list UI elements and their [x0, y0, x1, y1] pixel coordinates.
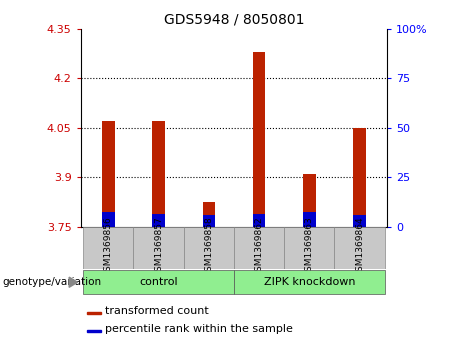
Bar — [183, 227, 234, 269]
Text: GSM1369864: GSM1369864 — [355, 217, 364, 277]
Text: percentile rank within the sample: percentile rank within the sample — [105, 324, 293, 334]
Bar — [83, 227, 133, 269]
Bar — [202, 202, 215, 227]
Title: GDS5948 / 8050801: GDS5948 / 8050801 — [164, 12, 304, 26]
Bar — [353, 128, 366, 227]
Bar — [253, 52, 266, 227]
Bar — [83, 270, 234, 294]
Text: genotype/variation: genotype/variation — [2, 277, 101, 287]
Text: GSM1369863: GSM1369863 — [305, 217, 314, 277]
Bar — [303, 174, 316, 227]
Bar — [152, 214, 165, 227]
Bar — [87, 330, 100, 333]
Bar — [234, 270, 385, 294]
Bar — [284, 227, 335, 269]
Text: control: control — [139, 277, 178, 287]
Bar — [102, 121, 115, 227]
Text: GSM1369862: GSM1369862 — [254, 217, 264, 277]
Bar — [335, 227, 385, 269]
Bar — [234, 227, 284, 269]
Bar — [133, 227, 183, 269]
Text: ZIPK knockdown: ZIPK knockdown — [264, 277, 355, 287]
Text: GSM1369856: GSM1369856 — [104, 217, 113, 277]
Bar — [87, 311, 100, 314]
Bar — [102, 212, 115, 227]
Bar — [303, 212, 316, 227]
Bar — [353, 215, 366, 227]
Bar — [253, 214, 266, 227]
Text: transformed count: transformed count — [105, 306, 209, 316]
Text: GSM1369857: GSM1369857 — [154, 217, 163, 277]
Text: GSM1369858: GSM1369858 — [204, 217, 213, 277]
Bar — [202, 215, 215, 227]
Bar — [152, 121, 165, 227]
